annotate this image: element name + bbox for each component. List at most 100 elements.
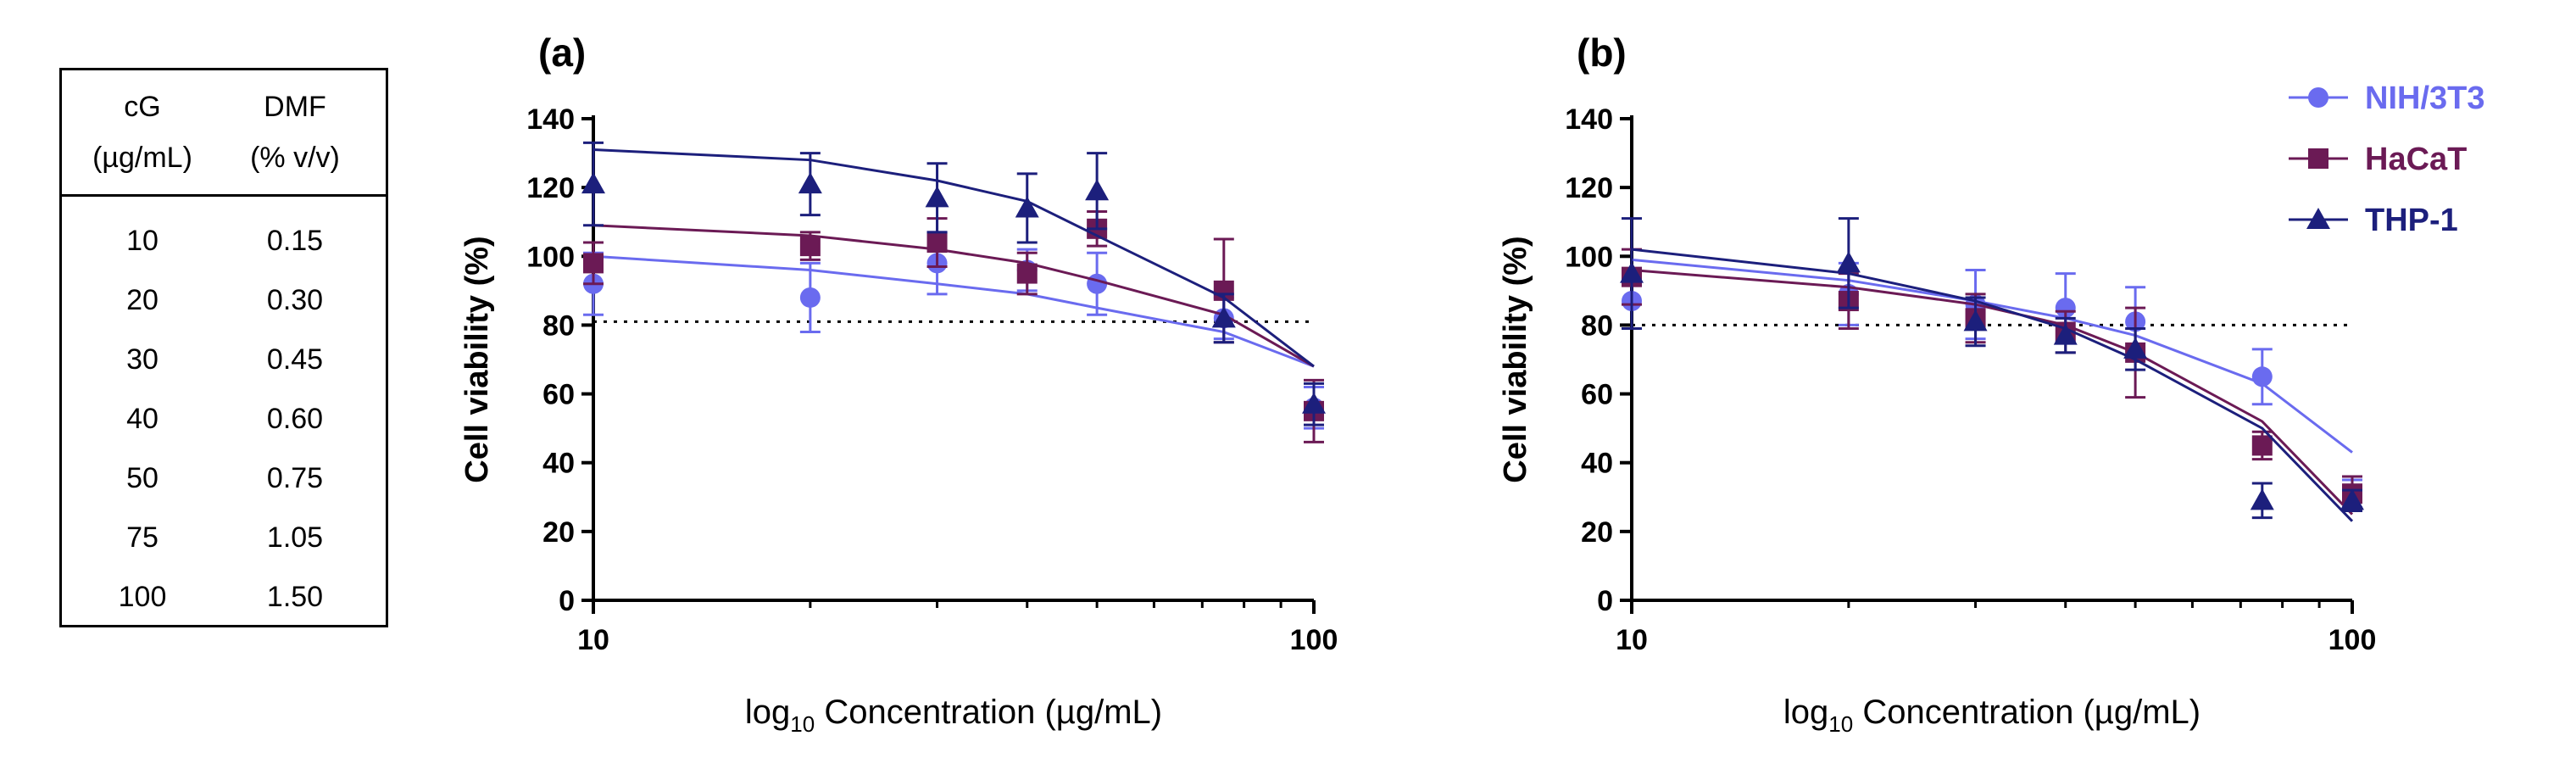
legend: NIH/3T3 HaCaT THP-1 bbox=[2289, 81, 2484, 238]
table-cell-dmf: 0.15 bbox=[266, 225, 324, 257]
table-cell-cg: 40 bbox=[126, 403, 159, 435]
table-cell-cg: 50 bbox=[126, 462, 159, 494]
table-cell-dmf: 1.05 bbox=[266, 521, 324, 554]
table-cell-dmf: 0.60 bbox=[266, 403, 324, 435]
table-header-dmf: DMF bbox=[264, 91, 326, 123]
y-tick-label: 120 bbox=[1565, 172, 1613, 204]
data-point bbox=[2055, 298, 2076, 319]
x-axis-label-text: Concentration (µg/mL) bbox=[815, 694, 1162, 731]
panel-label: (b) bbox=[1577, 31, 1627, 75]
x-tick-label: 100 bbox=[2328, 624, 2377, 656]
data-point bbox=[799, 236, 821, 257]
table-header-cg-unit: (µg/mL) bbox=[92, 142, 192, 174]
data-point bbox=[925, 186, 949, 208]
table-cell-dmf: 0.45 bbox=[266, 343, 324, 376]
fit-curve bbox=[1631, 258, 2353, 454]
x-axis-label: log10 Concentration (µg/mL) bbox=[745, 694, 1162, 737]
fit-curve bbox=[593, 224, 1315, 368]
table-header-divider bbox=[62, 194, 386, 197]
y-tick-label: 120 bbox=[526, 172, 575, 204]
y-axis-label: Cell viability (%) bbox=[459, 236, 495, 482]
table-row: 10 0.15 bbox=[62, 211, 386, 270]
table-cell-cg: 100 bbox=[118, 581, 167, 613]
x-tick-label: 10 bbox=[577, 624, 609, 656]
data-point bbox=[1963, 309, 1988, 332]
y-tick-label: 80 bbox=[1581, 309, 1613, 342]
y-tick-label: 0 bbox=[559, 585, 575, 617]
table-row: 100 1.50 bbox=[62, 567, 386, 627]
fit-curve bbox=[593, 148, 1315, 368]
data-point bbox=[1087, 273, 1108, 294]
panel-label: (a) bbox=[538, 31, 586, 75]
x-axis-label-text: Concentration (µg/mL) bbox=[1853, 694, 2200, 731]
data-point bbox=[2250, 488, 2274, 510]
table-cell-cg: 30 bbox=[126, 343, 159, 376]
legend-marker bbox=[2308, 87, 2328, 108]
table-row: 30 0.45 bbox=[62, 330, 386, 389]
table-cell-cg: 20 bbox=[126, 284, 159, 316]
data-point bbox=[2340, 488, 2364, 510]
data-point bbox=[2251, 435, 2273, 456]
x-tick-label: 100 bbox=[1290, 624, 1338, 656]
x-axis-label-log: log bbox=[1783, 694, 1828, 731]
legend-label: HaCaT bbox=[2365, 142, 2467, 177]
table-row: 20 0.30 bbox=[62, 270, 386, 330]
y-axis-label: Cell viability (%) bbox=[1498, 236, 1533, 482]
data-point bbox=[581, 172, 605, 194]
table-cell-dmf: 0.30 bbox=[266, 284, 324, 316]
table-row: 50 0.75 bbox=[62, 449, 386, 508]
table-header-row-2: (µg/mL) (% v/v) bbox=[62, 128, 386, 187]
data-point bbox=[798, 172, 822, 194]
y-tick-label: 20 bbox=[1581, 516, 1613, 549]
y-tick-label: 60 bbox=[542, 379, 575, 411]
data-point bbox=[1302, 392, 1326, 414]
data-point bbox=[1085, 179, 1110, 201]
data-point bbox=[799, 287, 821, 308]
series-thp-1 bbox=[581, 141, 1326, 426]
chart-panel-b: (b) 0 20 40 60 80 100 120 140 10 100 Cell viability… bbox=[1498, 31, 2376, 737]
table-header-row-1: cG DMF bbox=[62, 77, 386, 137]
y-tick-label: 60 bbox=[1581, 379, 1613, 411]
x-axis-label-subscript: 10 bbox=[1828, 711, 1853, 737]
data-point bbox=[2251, 366, 2273, 387]
table-cell-dmf: 1.50 bbox=[266, 581, 324, 613]
y-tick-label: 20 bbox=[542, 516, 575, 549]
y-tick-label: 40 bbox=[542, 448, 575, 480]
table-cell-cg: 10 bbox=[126, 225, 159, 257]
legend-marker bbox=[2306, 208, 2330, 229]
y-tick-label: 80 bbox=[542, 309, 575, 342]
table-header-cg: cG bbox=[124, 91, 161, 123]
series-nih-3t3 bbox=[1622, 258, 2362, 509]
data-point bbox=[2123, 337, 2148, 359]
table-header-dmf-unit: (% v/v) bbox=[250, 142, 340, 174]
data-point bbox=[1015, 196, 1039, 218]
data-point bbox=[2053, 323, 2078, 345]
fit-curve bbox=[1631, 248, 2354, 522]
data-point bbox=[1620, 261, 1644, 283]
table-row: 75 1.05 bbox=[62, 508, 386, 567]
legend-marker bbox=[2308, 148, 2328, 169]
data-point bbox=[583, 253, 604, 274]
x-axis-label: log10 Concentration (µg/mL) bbox=[1783, 694, 2200, 737]
data-point bbox=[1836, 251, 1861, 273]
y-tick-label: 100 bbox=[526, 241, 575, 273]
chart-panel-a: (a) 0 20 40 60 80 100 120 140 10 100 Cell viability… bbox=[459, 31, 1338, 737]
table-cell-cg: 75 bbox=[126, 521, 159, 554]
x-axis-label-subscript: 10 bbox=[790, 711, 815, 737]
concentration-table: cG DMF (µg/mL) (% v/v) 10 0.15 20 0.30 3… bbox=[59, 68, 388, 627]
x-tick-label: 10 bbox=[1616, 624, 1648, 656]
y-tick-label: 0 bbox=[1597, 585, 1613, 617]
data-point bbox=[1211, 306, 1236, 328]
series-nih-3t3 bbox=[583, 231, 1324, 430]
data-point bbox=[926, 232, 948, 254]
x-axis-label-log: log bbox=[745, 694, 790, 731]
legend-label: THP-1 bbox=[2365, 203, 2458, 238]
table-cell-dmf: 0.75 bbox=[266, 462, 324, 494]
legend-label: NIH/3T3 bbox=[2365, 81, 2484, 116]
y-tick-label: 140 bbox=[1565, 103, 1613, 136]
data-point bbox=[1016, 263, 1038, 284]
table-row: 40 0.60 bbox=[62, 389, 386, 449]
series-thp-1 bbox=[1620, 217, 2364, 522]
y-tick-label: 140 bbox=[526, 103, 575, 136]
